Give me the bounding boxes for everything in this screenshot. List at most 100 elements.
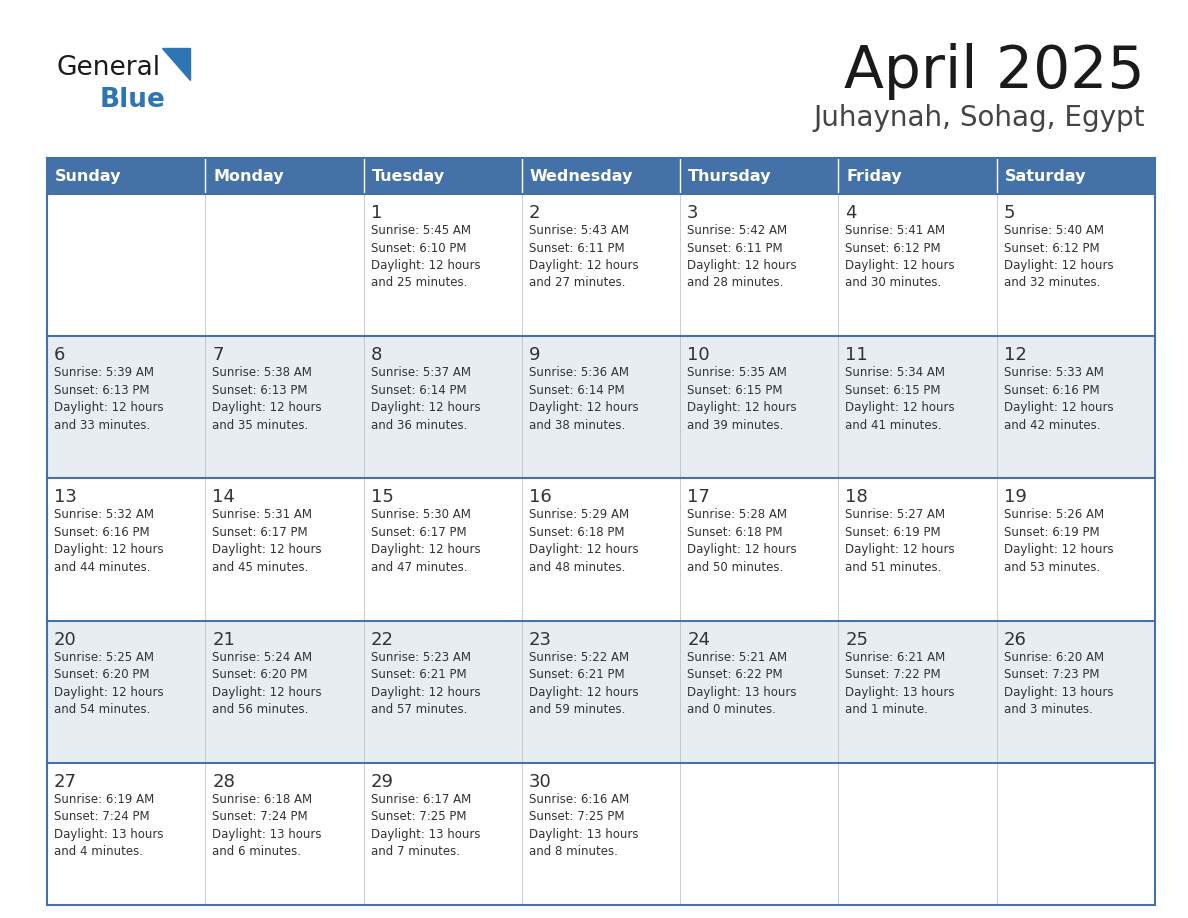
Text: Sunrise: 6:16 AM: Sunrise: 6:16 AM (529, 793, 630, 806)
Text: Sunrise: 5:43 AM: Sunrise: 5:43 AM (529, 224, 628, 237)
Text: Sunrise: 5:41 AM: Sunrise: 5:41 AM (846, 224, 946, 237)
Text: 23: 23 (529, 631, 552, 649)
Bar (206, 158, 364, 194)
Bar (681, 478, 839, 621)
Bar (364, 158, 522, 194)
Text: 27: 27 (53, 773, 77, 790)
Text: Sunrise: 5:37 AM: Sunrise: 5:37 AM (371, 366, 470, 379)
Text: Daylight: 13 hours: Daylight: 13 hours (213, 828, 322, 841)
Text: Daylight: 12 hours: Daylight: 12 hours (53, 401, 164, 414)
Text: Sunrise: 5:33 AM: Sunrise: 5:33 AM (1004, 366, 1104, 379)
Text: 26: 26 (1004, 631, 1026, 649)
Text: Daylight: 12 hours: Daylight: 12 hours (371, 401, 480, 414)
Bar (206, 763, 364, 905)
Bar (48, 478, 206, 621)
Polygon shape (162, 48, 190, 80)
Text: Sunrise: 5:39 AM: Sunrise: 5:39 AM (53, 366, 154, 379)
Text: Daylight: 12 hours: Daylight: 12 hours (213, 401, 322, 414)
Bar (364, 621, 522, 763)
Text: 12: 12 (1004, 346, 1026, 364)
Text: Juhaynah, Sohag, Egypt: Juhaynah, Sohag, Egypt (814, 104, 1145, 132)
Bar (839, 158, 997, 194)
Bar (839, 194, 997, 336)
Bar (997, 194, 1155, 336)
Bar (997, 336, 1155, 478)
Text: Sunset: 6:13 PM: Sunset: 6:13 PM (53, 384, 150, 397)
Text: Sunset: 6:15 PM: Sunset: 6:15 PM (687, 384, 783, 397)
Text: and 38 minutes.: and 38 minutes. (529, 419, 625, 431)
Text: Saturday: Saturday (1005, 169, 1086, 184)
Text: Sunrise: 5:32 AM: Sunrise: 5:32 AM (53, 509, 154, 521)
Bar (364, 194, 522, 336)
Text: Daylight: 13 hours: Daylight: 13 hours (529, 828, 638, 841)
Text: Daylight: 12 hours: Daylight: 12 hours (687, 259, 797, 272)
Text: 11: 11 (846, 346, 868, 364)
Bar (522, 763, 681, 905)
Bar (48, 763, 206, 905)
Text: and 53 minutes.: and 53 minutes. (1004, 561, 1100, 574)
Bar (997, 478, 1155, 621)
Text: 8: 8 (371, 346, 383, 364)
Text: Daylight: 12 hours: Daylight: 12 hours (53, 686, 164, 699)
Text: Sunset: 7:22 PM: Sunset: 7:22 PM (846, 668, 941, 681)
Text: Blue: Blue (100, 87, 166, 113)
Text: Sunset: 7:24 PM: Sunset: 7:24 PM (213, 811, 308, 823)
Text: Sunrise: 5:42 AM: Sunrise: 5:42 AM (687, 224, 788, 237)
Text: General: General (57, 55, 162, 81)
Text: and 39 minutes.: and 39 minutes. (687, 419, 784, 431)
Text: Sunset: 6:20 PM: Sunset: 6:20 PM (53, 668, 150, 681)
Text: 1: 1 (371, 204, 383, 222)
Text: 25: 25 (846, 631, 868, 649)
Text: Sunrise: 6:21 AM: Sunrise: 6:21 AM (846, 651, 946, 664)
Text: 2: 2 (529, 204, 541, 222)
Text: and 56 minutes.: and 56 minutes. (213, 703, 309, 716)
Bar (839, 478, 997, 621)
Bar (681, 621, 839, 763)
Text: Sunset: 6:22 PM: Sunset: 6:22 PM (687, 668, 783, 681)
Bar (997, 158, 1155, 194)
Text: Sunset: 6:17 PM: Sunset: 6:17 PM (213, 526, 308, 539)
Text: Sunrise: 5:21 AM: Sunrise: 5:21 AM (687, 651, 788, 664)
Bar (681, 336, 839, 478)
Text: Sunrise: 5:24 AM: Sunrise: 5:24 AM (213, 651, 312, 664)
Text: Sunset: 6:18 PM: Sunset: 6:18 PM (687, 526, 783, 539)
Text: and 51 minutes.: and 51 minutes. (846, 561, 942, 574)
Text: and 8 minutes.: and 8 minutes. (529, 845, 618, 858)
Text: Sunset: 6:20 PM: Sunset: 6:20 PM (213, 668, 308, 681)
Text: Daylight: 12 hours: Daylight: 12 hours (53, 543, 164, 556)
Text: Tuesday: Tuesday (372, 169, 444, 184)
Text: Daylight: 13 hours: Daylight: 13 hours (53, 828, 164, 841)
Bar (206, 478, 364, 621)
Text: Sunrise: 5:25 AM: Sunrise: 5:25 AM (53, 651, 154, 664)
Text: Sunset: 6:13 PM: Sunset: 6:13 PM (213, 384, 308, 397)
Text: 28: 28 (213, 773, 235, 790)
Bar (522, 158, 681, 194)
Text: 10: 10 (687, 346, 709, 364)
Text: Sunset: 6:16 PM: Sunset: 6:16 PM (53, 526, 150, 539)
Text: Sunset: 6:12 PM: Sunset: 6:12 PM (846, 241, 941, 254)
Text: 19: 19 (1004, 488, 1026, 507)
Bar (364, 336, 522, 478)
Text: Daylight: 13 hours: Daylight: 13 hours (1004, 686, 1113, 699)
Text: 30: 30 (529, 773, 551, 790)
Text: Daylight: 13 hours: Daylight: 13 hours (687, 686, 797, 699)
Bar (522, 478, 681, 621)
Text: Sunrise: 5:36 AM: Sunrise: 5:36 AM (529, 366, 628, 379)
Text: Thursday: Thursday (688, 169, 772, 184)
Text: and 45 minutes.: and 45 minutes. (213, 561, 309, 574)
Text: Daylight: 12 hours: Daylight: 12 hours (371, 686, 480, 699)
Bar (364, 763, 522, 905)
Text: Daylight: 12 hours: Daylight: 12 hours (529, 401, 638, 414)
Text: Sunset: 6:11 PM: Sunset: 6:11 PM (687, 241, 783, 254)
Text: Daylight: 12 hours: Daylight: 12 hours (1004, 259, 1113, 272)
Text: 22: 22 (371, 631, 393, 649)
Bar (839, 621, 997, 763)
Text: Sunset: 6:21 PM: Sunset: 6:21 PM (529, 668, 625, 681)
Text: Sunrise: 5:22 AM: Sunrise: 5:22 AM (529, 651, 628, 664)
Text: Sunset: 6:10 PM: Sunset: 6:10 PM (371, 241, 466, 254)
Text: and 25 minutes.: and 25 minutes. (371, 276, 467, 289)
Text: Sunset: 6:11 PM: Sunset: 6:11 PM (529, 241, 625, 254)
Text: 13: 13 (53, 488, 77, 507)
Text: 9: 9 (529, 346, 541, 364)
Text: Sunrise: 6:17 AM: Sunrise: 6:17 AM (371, 793, 470, 806)
